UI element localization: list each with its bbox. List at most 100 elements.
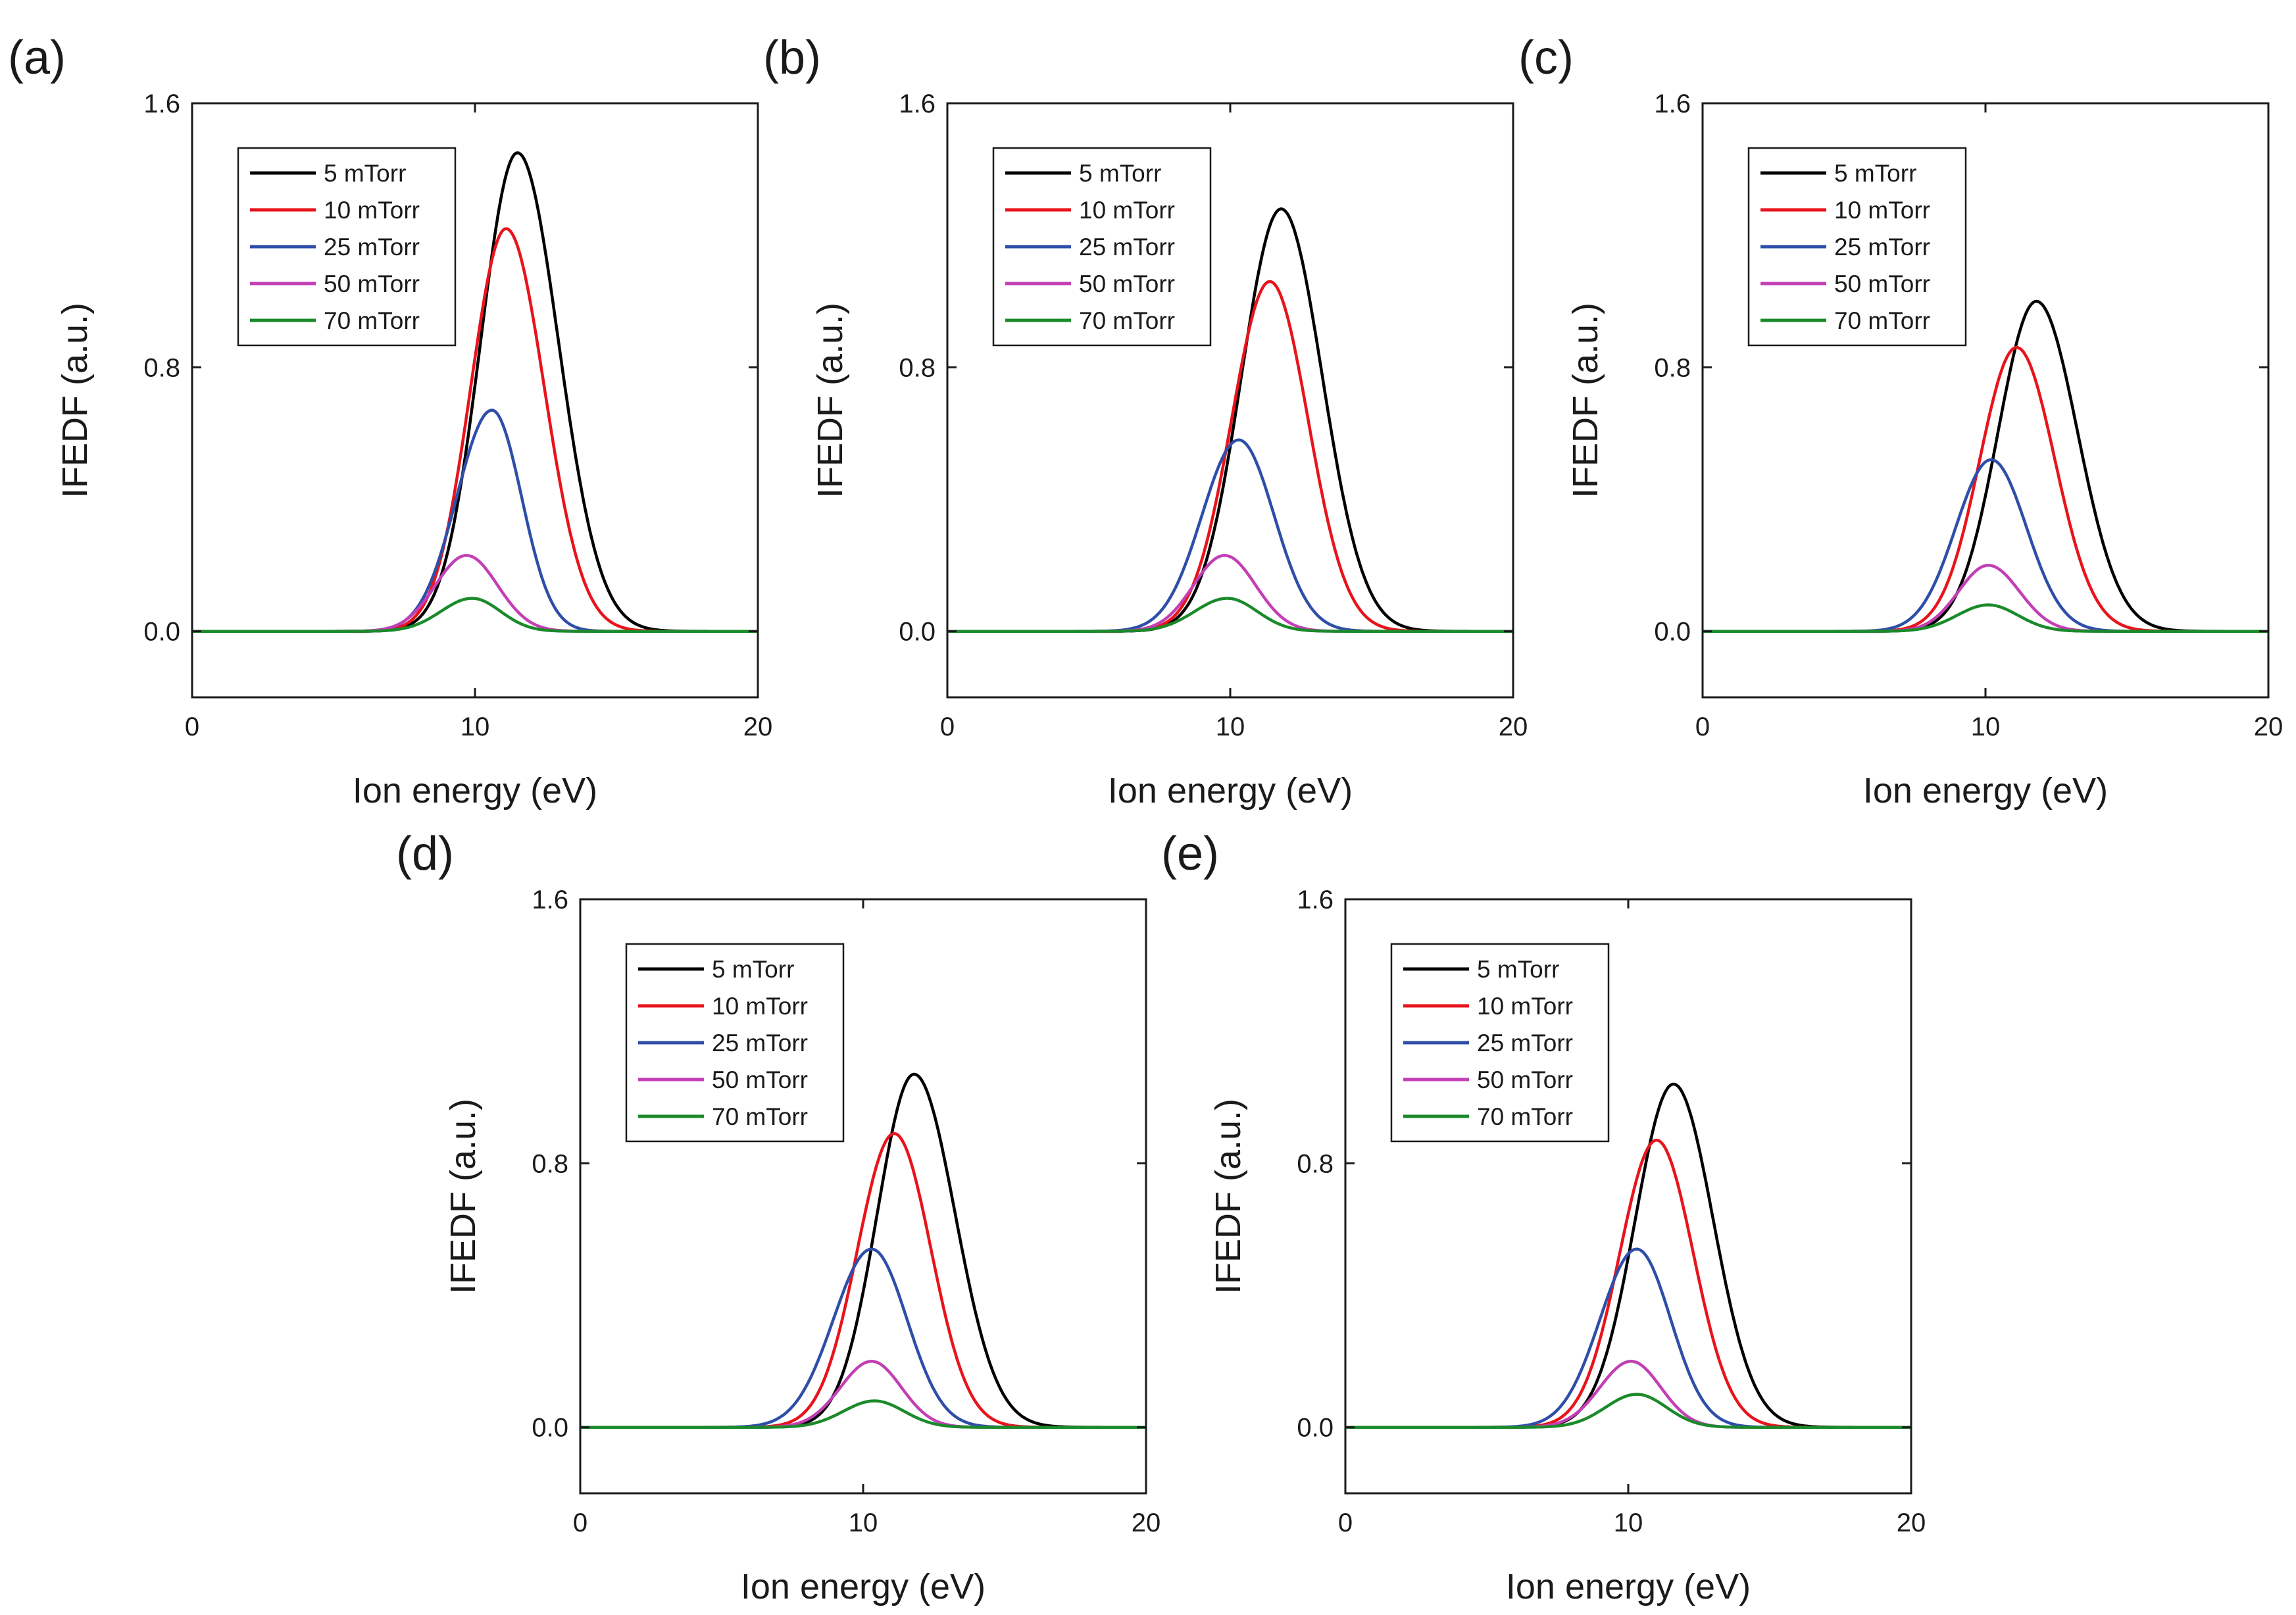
- series-line-70-mtorr: [192, 597, 758, 633]
- series-line-70-mtorr: [1703, 603, 2268, 633]
- y-tick-label: 1.6: [1297, 885, 1334, 914]
- legend-label: 10 mTorr: [1079, 197, 1175, 224]
- panel-d: (d) 0 10 20 0.0 0.8 1.6 Ion energy (eV) IFEDF (a…: [396, 828, 1160, 1606]
- x-tick-label: 10: [849, 1508, 878, 1537]
- series-line-25-mtorr: [947, 438, 1513, 633]
- x-tick-label: 10: [1614, 1508, 1643, 1537]
- legend: 5 mTorr 10 mTorr 25 mTorr 50 mTorr 70 mTorr: [1747, 147, 1967, 347]
- legend-label: 70 mTorr: [712, 1103, 808, 1130]
- x-tick-label: 0: [1695, 712, 1710, 741]
- legend-label: 10 mTorr: [1834, 197, 1930, 224]
- legend-label: 50 mTorr: [712, 1066, 808, 1093]
- y-tick-label: 1.6: [1654, 89, 1691, 118]
- y-tick-label: 0.8: [899, 353, 936, 382]
- series-group: [1703, 299, 2268, 633]
- y-axis-title: IFEDF (a.u.): [1566, 303, 1605, 498]
- x-tick-label: 0: [573, 1508, 587, 1537]
- panel-label: (d): [396, 828, 454, 880]
- series-line-70-mtorr: [947, 597, 1513, 633]
- series-line-50-mtorr: [947, 554, 1513, 633]
- legend-label: 50 mTorr: [324, 270, 420, 297]
- x-tick-label: 0: [940, 712, 955, 741]
- series-line-70-mtorr: [580, 1399, 1146, 1429]
- y-axis-title: IFEDF (a.u.): [443, 1099, 483, 1294]
- y-tick-label: 0.0: [532, 1414, 568, 1443]
- legend-label: 25 mTorr: [1477, 1030, 1573, 1056]
- x-tick-label: 10: [461, 712, 490, 741]
- y-tick-label: 0.0: [1654, 618, 1691, 647]
- series-line-5-mtorr: [1703, 299, 2268, 633]
- y-tick-label: 1.6: [143, 89, 180, 118]
- panel-b: (b) 0 10 20 0.0 0.8 1.6 Ion energy (eV) IFEDF (a…: [763, 32, 1528, 810]
- legend: 5 mTorr 10 mTorr 25 mTorr 50 mTorr 70 mTorr: [625, 943, 845, 1143]
- legend-label: 70 mTorr: [1079, 307, 1175, 334]
- legend-label: 25 mTorr: [1834, 234, 1930, 261]
- x-axis-title: Ion energy (eV): [1506, 1567, 1751, 1606]
- legend-label: 10 mTorr: [324, 197, 420, 224]
- x-tick-label: 20: [1897, 1508, 1926, 1537]
- legend-label: 5 mTorr: [1834, 160, 1916, 187]
- series-line-50-mtorr: [1703, 564, 2268, 633]
- series-line-50-mtorr: [192, 554, 758, 633]
- legend-label: 5 mTorr: [712, 956, 794, 983]
- x-tick-label: 10: [1971, 712, 2001, 741]
- y-axis-title: IFEDF (a.u.): [1209, 1099, 1248, 1294]
- series-group: [580, 1072, 1146, 1429]
- x-axis-title: Ion energy (eV): [741, 1567, 986, 1606]
- x-tick-label: 0: [185, 712, 199, 741]
- legend-label: 25 mTorr: [1079, 234, 1175, 261]
- y-tick-label: 0.0: [1297, 1414, 1334, 1443]
- legend-label: 70 mTorr: [1834, 307, 1930, 334]
- y-axis-title: IFEDF (a.u.): [811, 303, 850, 498]
- panel-label: (c): [1518, 32, 1574, 84]
- y-tick-label: 0.8: [532, 1149, 568, 1178]
- legend: 5 mTorr 10 mTorr 25 mTorr 50 mTorr 70 mTorr: [1390, 943, 1610, 1143]
- legend-label: 50 mTorr: [1477, 1066, 1573, 1093]
- y-tick-label: 1.6: [532, 885, 568, 914]
- series-line-10-mtorr: [580, 1131, 1146, 1429]
- legend-label: 10 mTorr: [712, 993, 808, 1020]
- panel-label: (b): [763, 32, 821, 84]
- legend-label: 50 mTorr: [1834, 270, 1930, 297]
- x-tick-label: 0: [1338, 1508, 1353, 1537]
- legend-label: 70 mTorr: [324, 307, 420, 334]
- series-line-50-mtorr: [580, 1360, 1146, 1429]
- series-group: [947, 207, 1513, 633]
- series-line-70-mtorr: [1345, 1393, 1911, 1429]
- x-tick-label: 20: [2254, 712, 2284, 741]
- x-axis-title: Ion energy (eV): [1863, 771, 2108, 810]
- series-line-25-mtorr: [580, 1247, 1146, 1429]
- legend-label: 25 mTorr: [324, 234, 420, 261]
- y-tick-label: 0.0: [143, 618, 180, 647]
- legend: 5 mTorr 10 mTorr 25 mTorr 50 mTorr 70 mTorr: [992, 147, 1212, 347]
- panel-c: (c) 0 10 20 0.0 0.8 1.6 Ion energy (eV) IFEDF (a…: [1518, 32, 2283, 810]
- legend-label: 5 mTorr: [1079, 160, 1161, 187]
- y-tick-label: 1.6: [899, 89, 936, 118]
- legend-label: 5 mTorr: [324, 160, 406, 187]
- x-tick-label: 20: [743, 712, 773, 741]
- panel-e: (e) 0 10 20 0.0 0.8 1.6 Ion energy (eV) IFEDF (a…: [1161, 828, 1926, 1606]
- series-group: [192, 151, 758, 633]
- panel-label: (a): [8, 32, 66, 84]
- x-tick-label: 10: [1216, 712, 1245, 741]
- legend-label: 70 mTorr: [1477, 1103, 1573, 1130]
- x-tick-label: 20: [1499, 712, 1528, 741]
- legend-label: 5 mTorr: [1477, 956, 1559, 983]
- x-tick-label: 20: [1132, 1508, 1161, 1537]
- y-tick-label: 0.8: [143, 353, 180, 382]
- panel-label: (e): [1161, 828, 1219, 880]
- y-tick-label: 0.8: [1654, 353, 1691, 382]
- series-line-10-mtorr: [1345, 1138, 1911, 1429]
- x-axis-title: Ion energy (eV): [353, 771, 597, 810]
- y-tick-label: 0.0: [899, 618, 936, 647]
- legend-label: 50 mTorr: [1079, 270, 1175, 297]
- y-tick-label: 0.8: [1297, 1149, 1334, 1178]
- series-line-25-mtorr: [1345, 1247, 1911, 1429]
- legend-label: 25 mTorr: [712, 1030, 808, 1056]
- panel-a: (a) 0 10 20 0.0 0.8 1.6 Ion energy (eV) IFEDF (a…: [8, 32, 772, 810]
- series-group: [1345, 1082, 1911, 1429]
- y-axis-title: IFEDF (a.u.): [55, 303, 95, 498]
- x-axis-title: Ion energy (eV): [1108, 771, 1353, 810]
- legend: 5 mTorr 10 mTorr 25 mTorr 50 mTorr 70 mTorr: [237, 147, 457, 347]
